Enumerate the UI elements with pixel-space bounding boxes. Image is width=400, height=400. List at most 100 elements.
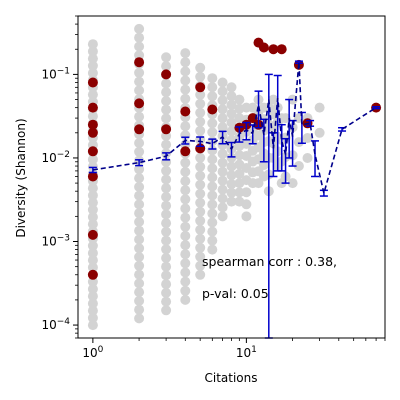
background-point <box>218 104 228 114</box>
background-point <box>207 154 217 164</box>
background-point <box>218 158 228 168</box>
background-point <box>303 153 313 163</box>
y-tick-label: 10−1 <box>41 66 70 81</box>
background-point <box>161 305 171 315</box>
background-point <box>161 201 171 211</box>
highlight-point <box>88 146 98 156</box>
background-point <box>134 24 144 34</box>
background-point <box>180 158 190 168</box>
background-point <box>134 182 144 192</box>
background-point <box>180 48 190 58</box>
highlight-point <box>88 103 98 113</box>
background-point <box>134 278 144 288</box>
background-point <box>180 185 190 195</box>
background-point <box>134 77 144 87</box>
background-point <box>180 76 190 86</box>
background-point <box>134 68 144 78</box>
background-point <box>207 200 217 210</box>
background-point <box>134 112 144 122</box>
background-point <box>161 175 171 185</box>
background-point <box>207 218 217 228</box>
highlight-point <box>134 98 144 108</box>
background-point <box>161 253 171 263</box>
background-point <box>315 103 325 113</box>
background-point <box>134 85 144 95</box>
spearman-annotation: spearman corr : 0.38, <box>202 254 337 269</box>
background-point <box>195 207 205 217</box>
background-point <box>218 95 228 105</box>
background-point <box>207 73 217 83</box>
background-point <box>134 33 144 43</box>
background-point <box>195 63 205 73</box>
x-tick-label: 101 <box>236 345 257 360</box>
background-point <box>195 243 205 253</box>
y-tick-label: 10−3 <box>41 234 70 249</box>
background-point <box>207 227 217 237</box>
background-point <box>161 140 171 150</box>
highlight-point <box>180 146 190 156</box>
p-value-annotation: p-val: 0.05 <box>202 286 269 301</box>
background-point <box>161 297 171 307</box>
highlight-point <box>88 270 98 280</box>
highlight-point <box>88 230 98 240</box>
background-point <box>161 218 171 228</box>
background-point <box>195 234 205 244</box>
background-point <box>134 138 144 148</box>
background-point <box>134 199 144 209</box>
background-point <box>134 261 144 271</box>
y-tick-label: 10−2 <box>41 150 70 165</box>
background-point <box>180 57 190 67</box>
background-point <box>180 167 190 177</box>
background-point <box>161 227 171 237</box>
background-point <box>234 95 244 105</box>
background-points <box>88 24 325 330</box>
background-point <box>227 82 237 92</box>
background-point <box>207 91 217 101</box>
background-point <box>195 99 205 109</box>
background-point <box>134 191 144 201</box>
background-point <box>161 52 171 62</box>
background-point <box>195 171 205 181</box>
highlight-point <box>88 78 98 88</box>
background-point <box>161 288 171 298</box>
background-point <box>134 42 144 52</box>
background-point <box>134 287 144 297</box>
background-point <box>180 277 190 287</box>
background-point <box>207 118 217 128</box>
background-point <box>218 149 228 159</box>
background-point <box>134 208 144 218</box>
background-point <box>218 78 228 88</box>
background-point <box>207 172 217 182</box>
background-point <box>161 183 171 193</box>
background-point <box>161 209 171 219</box>
background-point <box>161 87 171 97</box>
background-point <box>218 113 228 123</box>
background-point <box>134 252 144 262</box>
background-point <box>134 226 144 236</box>
background-point <box>195 108 205 118</box>
background-point <box>315 128 325 138</box>
background-point <box>207 191 217 201</box>
background-point <box>180 213 190 223</box>
background-point <box>161 96 171 106</box>
background-point <box>218 167 228 177</box>
background-point <box>195 189 205 199</box>
background-point <box>161 236 171 246</box>
background-point <box>241 199 251 209</box>
x-axis-label: Citations <box>204 371 257 385</box>
highlight-point <box>161 124 171 134</box>
background-point <box>180 66 190 76</box>
background-point <box>88 39 98 49</box>
background-point <box>218 122 228 132</box>
background-point <box>180 85 190 95</box>
background-point <box>161 105 171 115</box>
highlight-point <box>134 124 144 134</box>
background-point <box>161 166 171 176</box>
background-point <box>207 127 217 137</box>
background-point <box>207 163 217 173</box>
background-point <box>195 162 205 172</box>
x-tick-label: 100 <box>82 345 103 360</box>
background-point <box>161 79 171 89</box>
background-point <box>180 240 190 250</box>
